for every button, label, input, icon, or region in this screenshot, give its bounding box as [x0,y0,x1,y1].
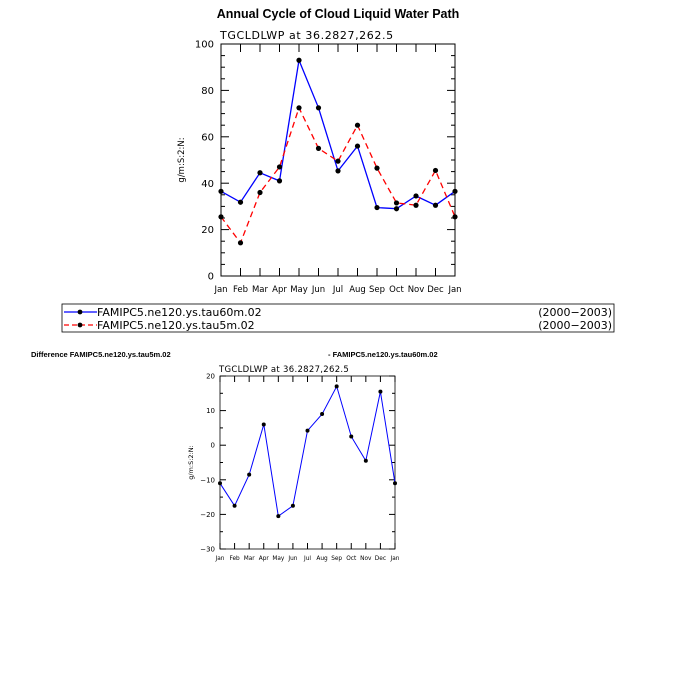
x-tick-label: Mar [252,285,269,295]
x-tick-label: Apr [259,556,270,562]
x-tick-label: Jan [390,556,400,562]
legend-box [61,303,615,333]
x-tick-label: Sep [331,556,342,562]
data-point [363,458,368,463]
data-point [305,428,310,433]
x-tick-label: Jun [287,556,297,562]
x-tick-label: Jan [213,285,227,295]
x-tick-label: Dec [375,556,386,562]
diff-title-left: Difference FAMIPC5.ne120.ys.tau5m.02 [31,350,171,359]
legend-marker [77,322,83,328]
data-point [276,514,281,519]
data-point [320,412,325,417]
x-tick-label: Dec [427,285,444,295]
data-point [315,105,322,111]
legend-label: FAMIPC5.ne120.ys.tau5m.02 [97,319,255,332]
chart-difference: Difference FAMIPC5.ne120.ys.tau5m.02 - FA… [31,350,438,562]
x-tick-label: Jul [332,285,343,295]
data-point [247,472,252,477]
y-axis-label: g/m:S:2:N: [187,445,195,480]
y-tick-label: 20 [201,225,214,236]
data-point [354,143,361,149]
data-point [261,422,266,427]
x-tick-label: Jan [447,285,461,295]
x-tick-label: Feb [229,556,240,562]
x-tick-label: Jan [215,556,225,562]
x-tick-label: Nov [360,556,372,562]
data-point [257,189,263,196]
x-tick-label: May [272,556,285,562]
data-point [276,178,283,184]
data-point [232,503,237,508]
y-axis-label: g/m:S:2:N: [177,137,187,182]
data-point [452,214,458,220]
data-point [334,384,339,389]
x-tick-label: Apr [272,285,287,295]
legend-marker [77,309,83,315]
legend: FAMIPC5.ne120.ys.tau60m.02 (2000−2003) FAM… [61,303,615,333]
y-tick-label: −30 [200,546,215,554]
data-point [296,105,302,111]
legend-period: (2000−2003) [538,306,612,319]
y-tick-label: 40 [201,179,214,190]
data-point [290,503,295,508]
subtitle: TGCLDLWP at 36.2827,262.5 [219,29,394,42]
data-point [393,481,397,486]
data-point [374,204,380,211]
x-tick-label: Feb [233,285,248,295]
data-point [378,389,383,394]
x-tick-label: Aug [349,285,366,295]
chart-title: Annual Cycle of Cloud Liquid Water Path [217,7,460,21]
legend-period: (2000−2003) [538,319,612,332]
data-point [413,193,419,199]
data-point [218,481,222,486]
y-tick-label: 60 [201,132,214,143]
y-tick-label: −20 [200,511,215,519]
subtitle: TGCLDLWP at 36.2827,262.5 [218,365,349,375]
data-point [218,188,224,194]
data-point [237,240,244,246]
y-tick-label: 80 [201,86,214,97]
data-point [276,164,283,170]
y-tick-label: 10 [206,407,215,415]
y-tick-label: 0 [208,272,214,283]
y-tick-label: 0 [211,442,215,450]
diff-title-right: - FAMIPC5.ne120.ys.tau60m.02 [328,350,438,359]
chart-annual-cycle: Annual Cycle of Cloud Liquid Water Path 0… [177,7,462,295]
data-point [432,167,439,174]
data-point [335,158,341,164]
y-tick-label: 100 [195,40,214,51]
data-point [296,57,302,63]
y-tick-label: −10 [200,476,215,484]
y-tick-label: 20 [206,373,215,381]
x-tick-label: Oct [389,285,404,295]
data-point [393,200,400,206]
data-point [315,145,322,151]
data-point [349,434,354,439]
x-tick-label: May [290,285,308,295]
series-line-0 [219,385,396,517]
series-line-1 [220,106,456,245]
x-tick-label: Nov [408,285,425,295]
x-tick-label: Mar [244,556,256,562]
data-point [432,202,439,208]
x-tick-label: Aug [316,556,328,562]
data-point [257,170,263,176]
data-point [452,188,458,194]
x-tick-label: Sep [369,285,385,295]
data-point [335,168,341,174]
data-point [374,165,380,171]
x-tick-label: Oct [346,556,357,562]
data-point [237,199,244,205]
data-point [354,122,361,128]
series-line-0 [220,57,456,210]
data-point [413,202,419,208]
legend-label: FAMIPC5.ne120.ys.tau60m.02 [97,306,262,319]
x-tick-label: Jun [311,285,325,295]
x-tick-label: Jul [303,556,311,562]
data-point [393,206,400,212]
data-point [218,214,224,220]
plot-frame [219,375,396,550]
